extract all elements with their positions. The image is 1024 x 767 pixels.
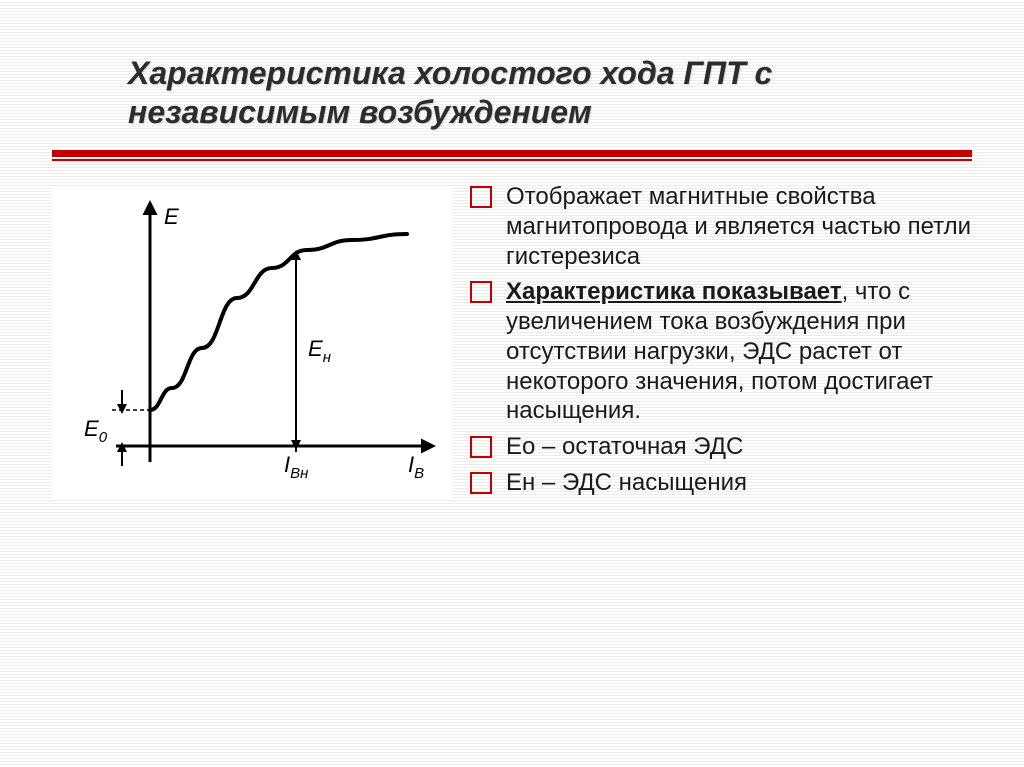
content-row: E IВ E0 Eн IВн Отображает магнитные свойства… <box>52 182 972 504</box>
svg-text:E: E <box>164 204 179 229</box>
bullet-item: Характеристика показывает, что с увеличе… <box>470 277 972 426</box>
chart-figure: E IВ E0 Eн IВн <box>52 182 452 498</box>
slide: Характеристика холостого хода ГПТ с неза… <box>0 0 1024 767</box>
saturation-curve-chart: E IВ E0 Eн IВн <box>52 188 452 498</box>
svg-text:IВн: IВн <box>284 452 308 482</box>
bullet-text: Ен – ЭДС насыщения <box>506 469 747 496</box>
bullet-item: Отображает магнитные свойства магнитопро… <box>470 182 972 271</box>
svg-text:IВ: IВ <box>408 452 424 482</box>
bullet-list: Отображает магнитные свойства магнитопро… <box>470 182 972 504</box>
title-underline <box>52 148 972 160</box>
svg-text:E0: E0 <box>84 416 108 446</box>
bullet-item: Ео – остаточная ЭДС <box>470 432 972 462</box>
bullet-lead: Характеристика показывает <box>506 278 842 305</box>
bullet-item: Ен – ЭДС насыщения <box>470 468 972 498</box>
bullet-text: Ео – остаточная ЭДС <box>506 433 743 460</box>
svg-text:Eн: Eн <box>308 336 331 366</box>
bullet-text: Отображает магнитные свойства магнитопро… <box>506 183 971 270</box>
slide-title: Характеристика холостого хода ГПТ с неза… <box>52 54 972 142</box>
